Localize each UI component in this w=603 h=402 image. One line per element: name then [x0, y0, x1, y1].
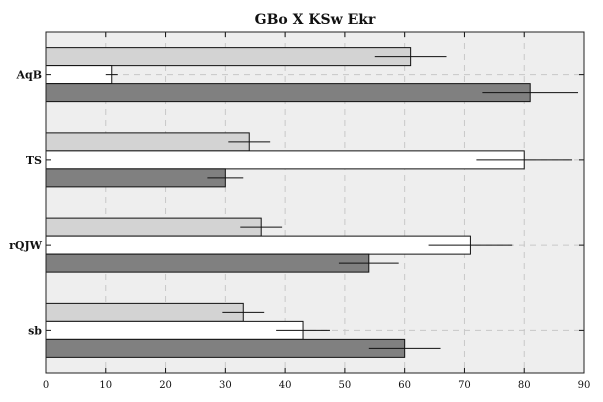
- x-tick-label: 50: [339, 380, 352, 391]
- x-tick-label: 30: [219, 380, 232, 391]
- x-tick-label: 10: [99, 380, 112, 391]
- x-tick-label: 70: [458, 380, 471, 391]
- bar: [45, 168, 226, 188]
- bar: [45, 150, 525, 170]
- bar: [45, 83, 531, 103]
- chart-title: GBo X KSw Ekr: [255, 12, 376, 28]
- category-label: TS: [26, 154, 42, 167]
- category-label: sb: [28, 324, 42, 337]
- bar: [45, 65, 113, 85]
- category-label: rQJW: [9, 239, 43, 252]
- x-tick-label: 0: [43, 380, 49, 391]
- bar: [45, 320, 304, 340]
- axes: 0 10 20 30 40 50 60 70 80 90 AqB TS rQJW sb: [9, 32, 590, 391]
- bar: [45, 217, 262, 237]
- x-tick-label: 40: [279, 380, 292, 391]
- x-tick-label: 90: [578, 380, 591, 391]
- category-label: AqB: [15, 69, 42, 82]
- bar: [45, 253, 370, 273]
- bar: [45, 132, 250, 152]
- bars: [45, 47, 579, 358]
- bar: [45, 47, 412, 67]
- plot-border: [45, 31, 585, 374]
- x-tick-label: 60: [398, 380, 411, 391]
- bar: [45, 338, 406, 358]
- x-tick-label: 80: [518, 380, 531, 391]
- bar: [45, 235, 471, 255]
- x-tick-label: 20: [159, 380, 172, 391]
- bar: [45, 302, 244, 322]
